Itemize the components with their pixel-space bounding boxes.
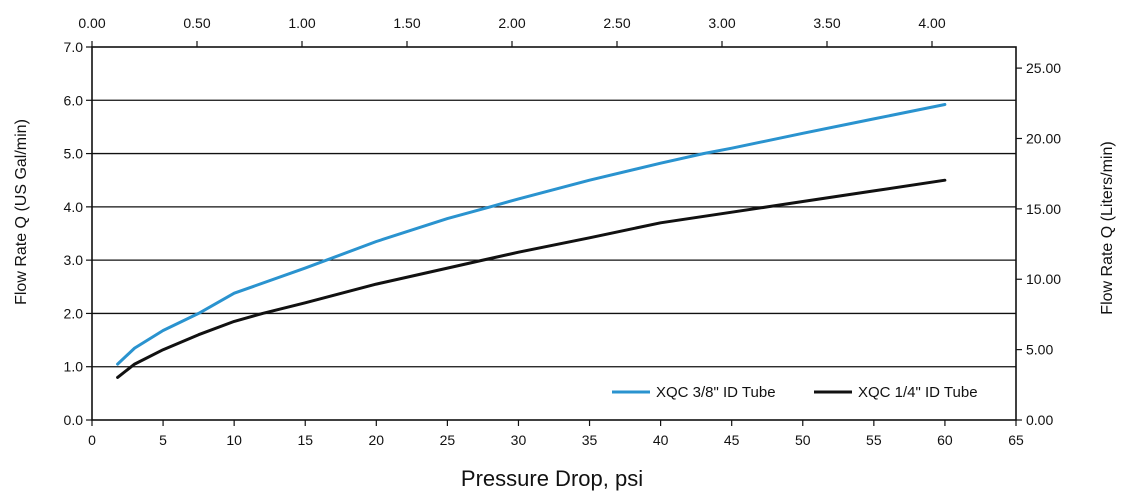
series-line-3-8-tube xyxy=(116,103,947,366)
x-tick-label: 25 xyxy=(440,432,456,448)
top-tick-label: 0.00 xyxy=(78,15,105,31)
y-tick-label: 4.0 xyxy=(64,199,84,215)
x-axis-title: Pressure Drop, psi xyxy=(461,466,643,491)
x-tick-label: 65 xyxy=(1008,432,1024,448)
right-tick-label: 0.00 xyxy=(1026,412,1053,428)
x-tick-label: 55 xyxy=(866,432,882,448)
x-tick-label: 45 xyxy=(724,432,740,448)
y-axis-ticks: 0.0 1.0 2.0 3.0 4.0 5.0 6.0 7.0 xyxy=(64,39,92,428)
legend: XQC 3/8" ID Tube XQC 1/4" ID Tube xyxy=(604,376,1008,408)
y-tick-label: 7.0 xyxy=(64,39,84,55)
gridlines xyxy=(92,99,1016,368)
x-tick-label: 50 xyxy=(795,432,811,448)
right-tick-label: 25.00 xyxy=(1026,60,1061,76)
y-tick-label: 6.0 xyxy=(64,92,84,108)
series-layer xyxy=(116,103,947,379)
series-line-1-4-tube xyxy=(116,178,947,379)
y-tick-label: 3.0 xyxy=(64,252,84,268)
top-tick-label: 3.00 xyxy=(708,15,735,31)
top-tick-label: 2.50 xyxy=(603,15,630,31)
top-tick-label: 0.50 xyxy=(183,15,210,31)
top-tick-label: 3.50 xyxy=(813,15,840,31)
x-tick-label: 0 xyxy=(88,432,96,448)
top-axis-ticks: 0.00 0.50 1.00 1.50 2.00 2.50 3.00 3.50 4.00 xyxy=(78,15,946,47)
right-tick-label: 20.00 xyxy=(1026,130,1061,146)
legend-label-1-4-tube: XQC 1/4" ID Tube xyxy=(858,384,978,401)
y-tick-label: 1.0 xyxy=(64,359,84,375)
x-tick-label: 15 xyxy=(297,432,313,448)
right-axis-title: Flow Rate Q (Liters/min) xyxy=(1099,141,1116,314)
right-tick-label: 5.00 xyxy=(1026,342,1053,358)
x-tick-label: 10 xyxy=(226,432,242,448)
top-tick-label: 1.50 xyxy=(393,15,420,31)
y-tick-label: 5.0 xyxy=(64,146,84,162)
legend-background xyxy=(604,376,1008,408)
top-tick-label: 4.00 xyxy=(918,15,945,31)
right-tick-label: 15.00 xyxy=(1026,201,1061,217)
right-tick-label: 10.00 xyxy=(1026,271,1061,287)
x-tick-label: 5 xyxy=(159,432,167,448)
y-axis-title: Flow Rate Q (US Gal/min) xyxy=(13,119,30,305)
top-tick-label: 2.00 xyxy=(498,15,525,31)
x-tick-label: 30 xyxy=(511,432,527,448)
x-tick-label: 40 xyxy=(653,432,669,448)
x-tick-label: 35 xyxy=(582,432,598,448)
plot-frame xyxy=(91,46,1017,421)
top-tick-label: 1.00 xyxy=(288,15,315,31)
x-tick-label: 20 xyxy=(369,432,385,448)
y-tick-label: 0.0 xyxy=(64,412,84,428)
x-tick-label: 60 xyxy=(937,432,953,448)
legend-label-3-8-tube: XQC 3/8" ID Tube xyxy=(656,384,776,401)
y-tick-label: 2.0 xyxy=(64,305,84,321)
right-axis-ticks: 0.00 5.00 10.00 15.00 20.00 25.00 xyxy=(1016,60,1061,428)
x-axis-ticks: 0 5 10 15 20 25 30 35 40 45 50 55 60 65 xyxy=(88,420,1024,448)
